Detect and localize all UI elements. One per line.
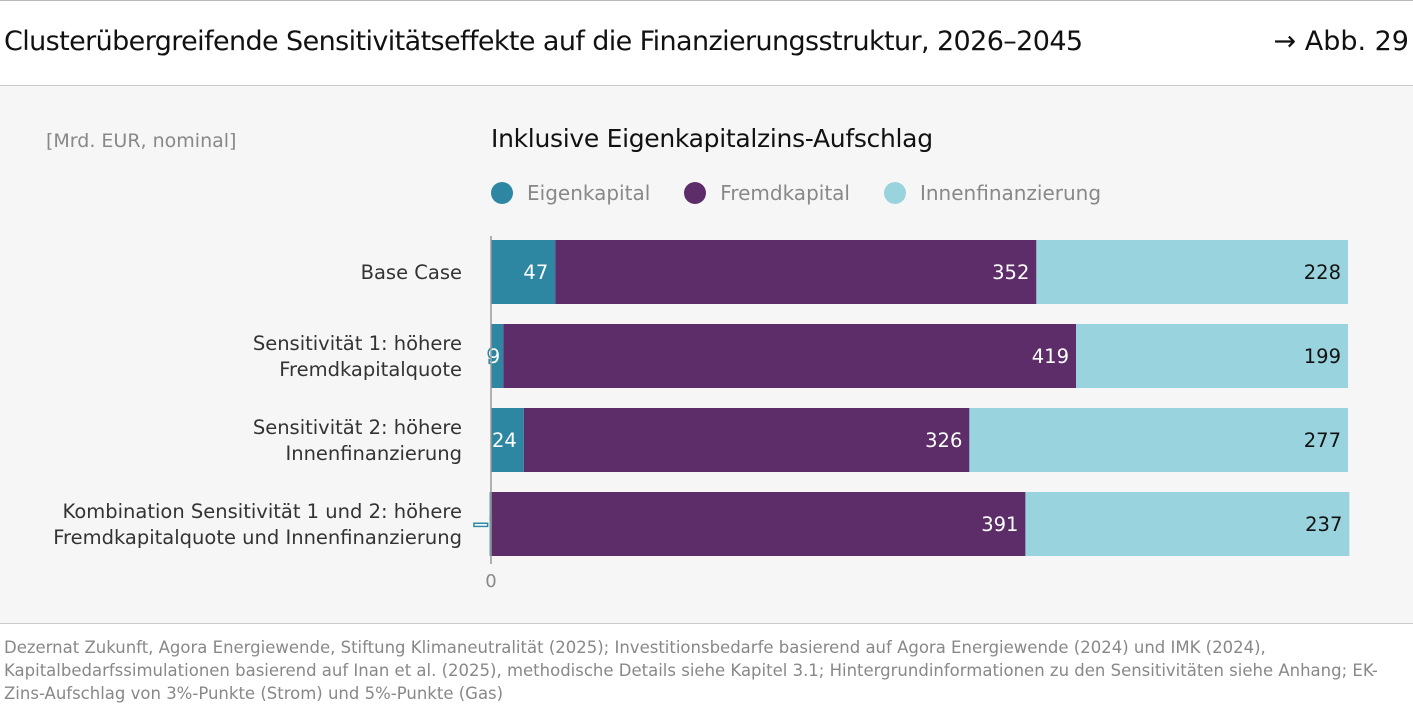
legend-swatch xyxy=(883,182,906,204)
category-label: Innenfinanzierung xyxy=(285,442,462,465)
legend-label: Innenfinanzierung xyxy=(919,181,1102,205)
bar-segment xyxy=(523,408,970,472)
bar-segment xyxy=(503,324,1077,388)
data-label: 277 xyxy=(1304,429,1341,452)
bar-segment xyxy=(969,408,1348,472)
source-note: Dezernat Zukunft, Agora Energiewende, St… xyxy=(4,638,1378,703)
x-tick-label: 0 xyxy=(485,571,496,592)
figure-reference: → Abb. 29 xyxy=(1273,26,1409,57)
legend-item: Eigenkapital xyxy=(491,181,650,205)
bar-segment xyxy=(1025,492,1350,556)
legend-swatch xyxy=(684,182,707,204)
bar-segment xyxy=(1076,324,1348,388)
data-label: 352 xyxy=(992,261,1029,284)
category-label: Sensitivität 1: höhere xyxy=(253,332,462,355)
unit-label: [Mrd. EUR, nominal] xyxy=(46,130,237,152)
category-label: Kombination Sensitivität 1 und 2: höhere xyxy=(63,500,462,523)
legend-label: Fremdkapital xyxy=(720,181,850,205)
bar-segment xyxy=(555,240,1037,304)
legend-item: Fremdkapital xyxy=(684,181,850,205)
bar-segment xyxy=(491,408,524,472)
legend-swatch xyxy=(491,182,513,204)
bar-segment xyxy=(491,492,1026,556)
data-label: 199 xyxy=(1304,345,1341,368)
bar-segment xyxy=(1036,240,1348,304)
data-label: 228 xyxy=(1304,261,1341,284)
bar-segment xyxy=(491,324,504,388)
data-label: 9 xyxy=(488,345,500,368)
category-label: Base Case xyxy=(361,261,462,284)
bar-segment xyxy=(491,240,556,304)
category-label: Fremdkapitalquote und Innenfinanzierung xyxy=(53,526,462,549)
legend-item: Innenfinanzierung xyxy=(883,181,1102,205)
data-label: 391 xyxy=(981,513,1018,536)
chart-title: Inklusive Eigenkapitalzins-Aufschlag xyxy=(491,124,933,153)
figure-title: Clusterübergreifende Sensitivitätseffekt… xyxy=(4,26,1083,57)
data-label: 419 xyxy=(1032,345,1069,368)
data-label: 326 xyxy=(925,429,962,452)
category-label: Sensitivität 2: höhere xyxy=(253,416,462,439)
category-label: Fremdkapitalquote xyxy=(279,358,462,381)
data-label: 237 xyxy=(1305,513,1342,536)
data-label: 24 xyxy=(492,429,517,452)
legend-label: Eigenkapital xyxy=(527,181,651,205)
data-label: 47 xyxy=(523,261,548,284)
legend: Eigenkapital Fremdkapital Innenfinanzierun… xyxy=(491,181,1101,205)
top-rule xyxy=(0,0,1413,1)
